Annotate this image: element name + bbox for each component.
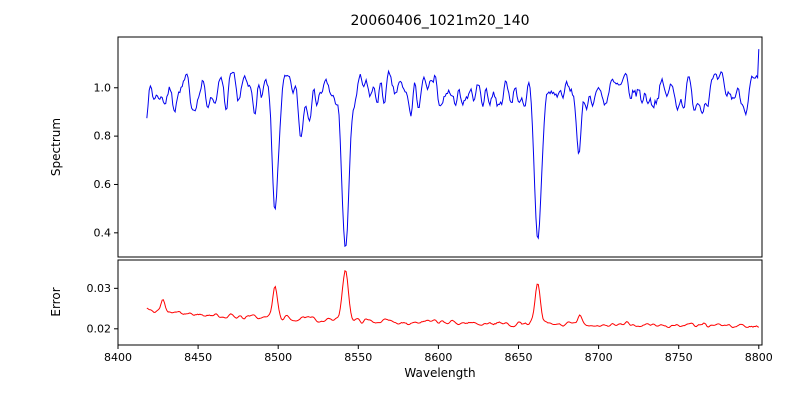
x-tick-label: 8750 <box>665 351 693 364</box>
x-tick-label: 8650 <box>504 351 532 364</box>
x-tick-label: 8450 <box>184 351 212 364</box>
panel-frame-error <box>117 259 763 346</box>
chart-title: 20060406_1021m20_140 <box>350 13 530 29</box>
spectrum-line <box>146 49 760 248</box>
error-line <box>146 269 760 329</box>
y-tick-label: 0.02 <box>87 322 112 335</box>
x-tick-label: 8400 <box>104 351 132 364</box>
y-tick-label: 0.8 <box>94 130 112 143</box>
x-axis-label: Wavelength <box>404 366 476 380</box>
y-tick-label: 1.0 <box>94 81 112 94</box>
y-tick-label: 0.6 <box>94 178 112 191</box>
x-tick-label: 8800 <box>745 351 773 364</box>
panel-frame-spectrum <box>117 36 763 258</box>
x-tick-label: 8500 <box>264 351 292 364</box>
y-tick-label: 0.03 <box>87 282 112 295</box>
x-tick-label: 8550 <box>344 351 372 364</box>
x-tick-label: 8600 <box>424 351 452 364</box>
x-tick-label: 8700 <box>585 351 613 364</box>
y-tick-label: 0.4 <box>94 226 112 239</box>
